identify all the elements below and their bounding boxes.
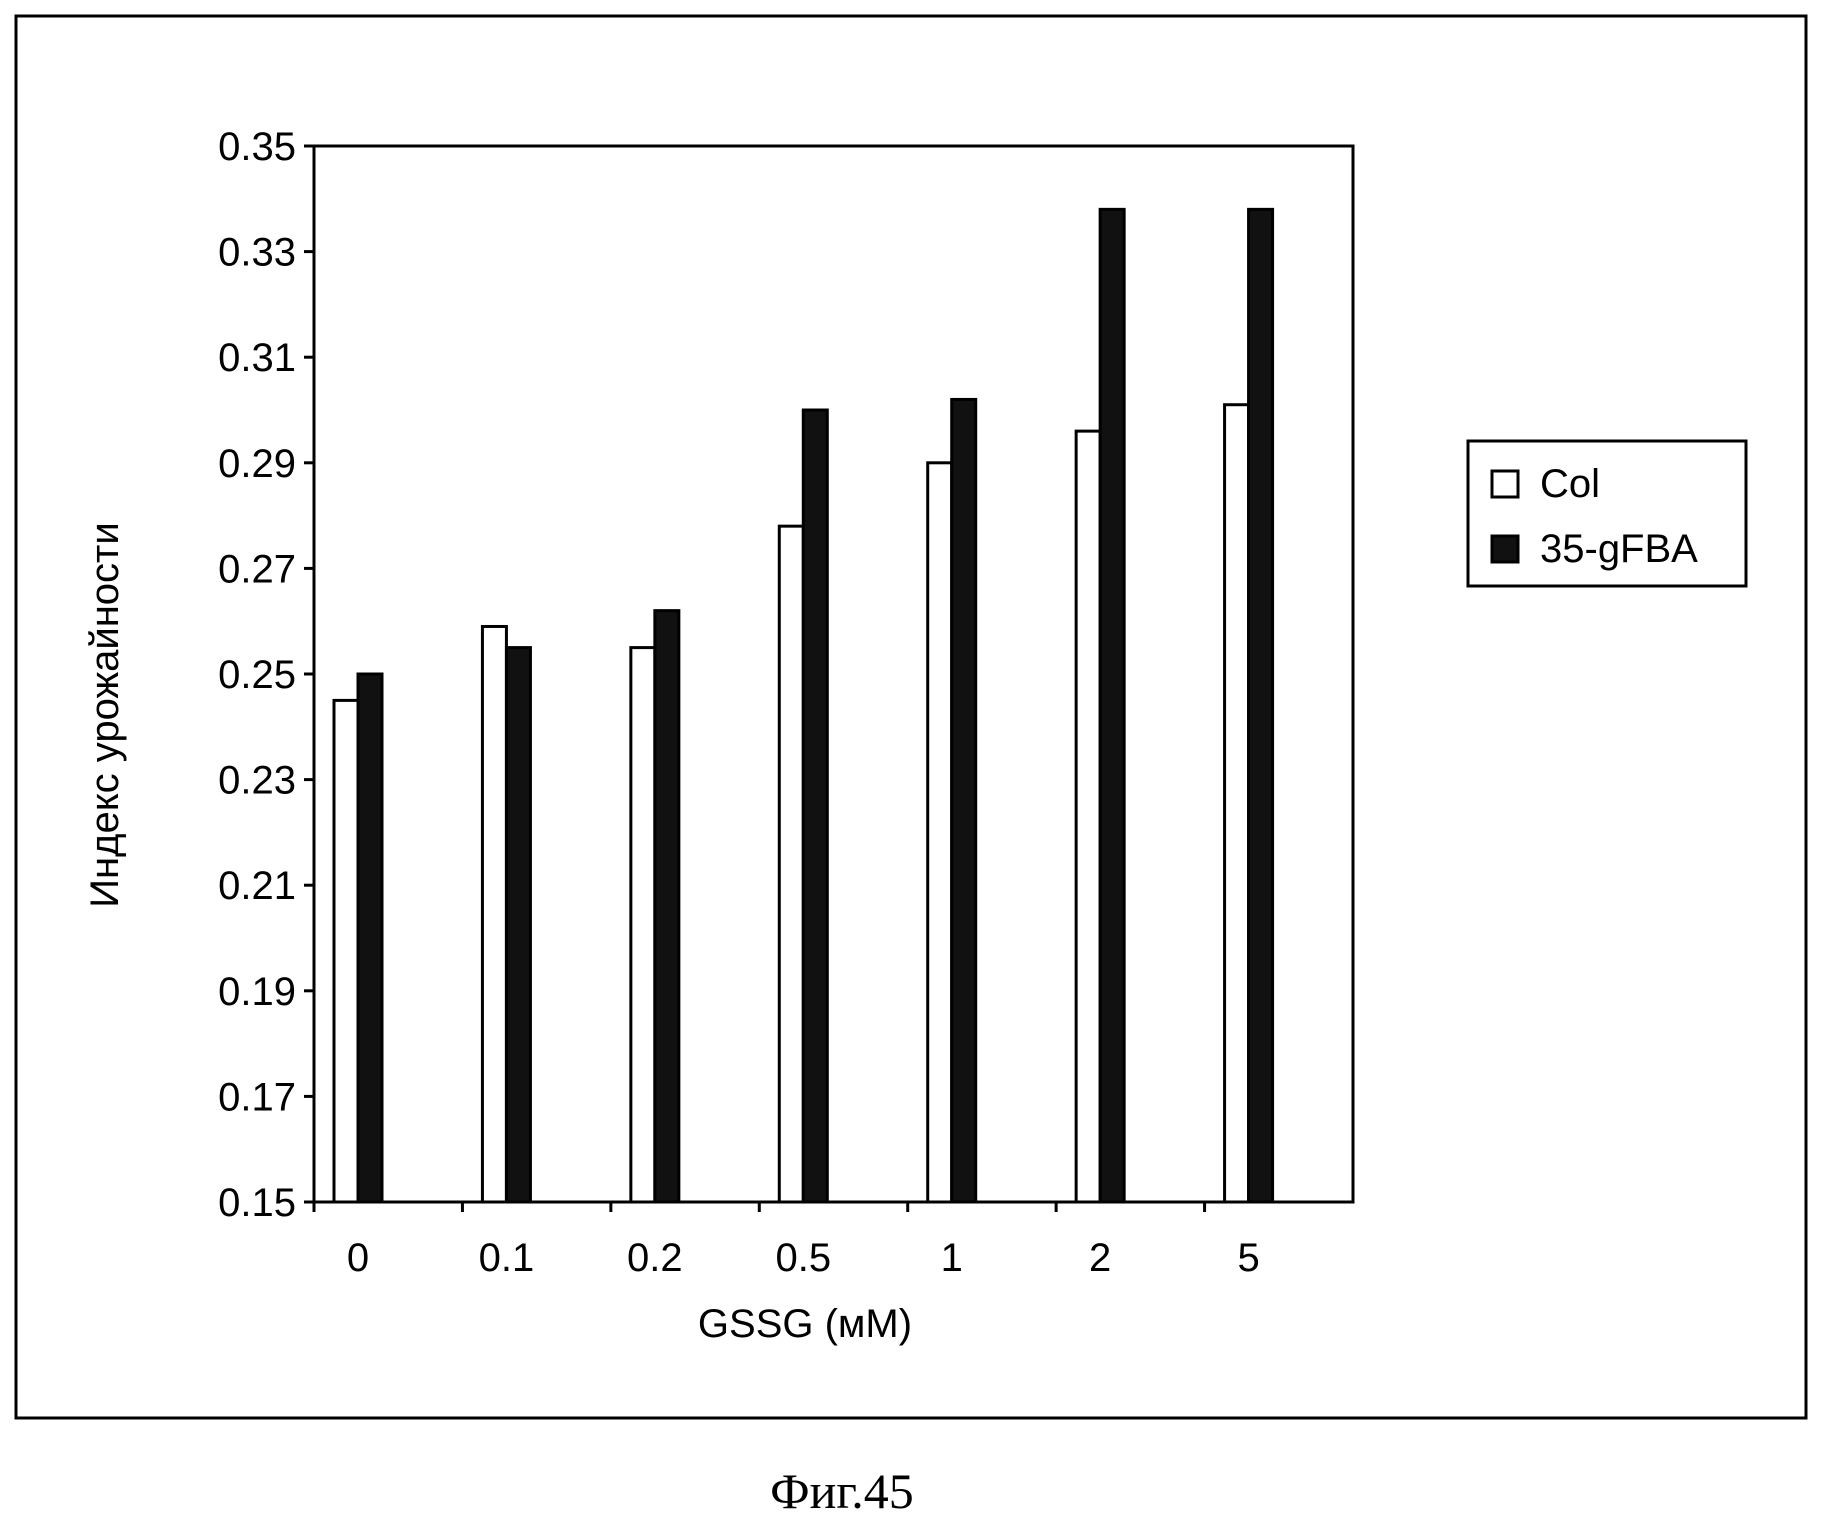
- bar-col: [631, 648, 655, 1202]
- y-tick-label: 0.35: [218, 125, 296, 169]
- y-tick-label: 0.27: [218, 547, 296, 591]
- y-axis-title: Индекс урожайности: [83, 522, 127, 907]
- x-tick-label: 2: [1089, 1236, 1111, 1280]
- x-tick-label: 0.2: [627, 1236, 683, 1280]
- plot-area: 0.150.170.190.210.230.250.270.290.310.33…: [218, 125, 1353, 1280]
- y-tick-label: 0.33: [218, 231, 296, 275]
- bar-col: [1225, 405, 1249, 1202]
- y-tick-label: 0.15: [218, 1181, 296, 1225]
- legend-label-35-gfba: 35-gFBA: [1540, 527, 1698, 571]
- bar-col: [1076, 431, 1100, 1202]
- bar-35-gfba: [506, 648, 530, 1202]
- bar-35-gfba: [1100, 209, 1124, 1202]
- bar-35-gfba: [655, 611, 679, 1202]
- y-tick-label: 0.17: [218, 1075, 296, 1119]
- bar-col: [334, 700, 358, 1202]
- y-tick-label: 0.29: [218, 442, 296, 486]
- y-tick-label: 0.25: [218, 653, 296, 697]
- plot-frame: [314, 146, 1353, 1202]
- x-tick-label: 5: [1237, 1236, 1259, 1280]
- bar-35-gfba: [358, 674, 382, 1202]
- bar-35-gfba: [952, 399, 976, 1202]
- x-tick-label: 1: [941, 1236, 963, 1280]
- bar-col: [779, 526, 803, 1202]
- y-tick-label: 0.21: [218, 864, 296, 908]
- bar-35-gfba: [803, 410, 827, 1202]
- x-tick-label: 0: [347, 1236, 369, 1280]
- y-tick-label: 0.19: [218, 970, 296, 1014]
- figure-caption: Фиг.45: [770, 1463, 914, 1519]
- x-tick-label: 0.1: [479, 1236, 535, 1280]
- legend-swatch-col: [1492, 471, 1518, 497]
- legend: Col 35-gFBA: [1468, 441, 1746, 586]
- y-tick-label: 0.31: [218, 336, 296, 380]
- x-axis-title: GSSG (мМ): [698, 1302, 912, 1346]
- x-tick-label: 0.5: [775, 1236, 831, 1280]
- legend-swatch-35-gfba: [1492, 536, 1518, 562]
- y-tick-label: 0.23: [218, 759, 296, 803]
- bar-col: [928, 463, 952, 1202]
- bar-col: [482, 626, 506, 1202]
- legend-label-col: Col: [1540, 462, 1600, 506]
- bar-35-gfba: [1249, 209, 1273, 1202]
